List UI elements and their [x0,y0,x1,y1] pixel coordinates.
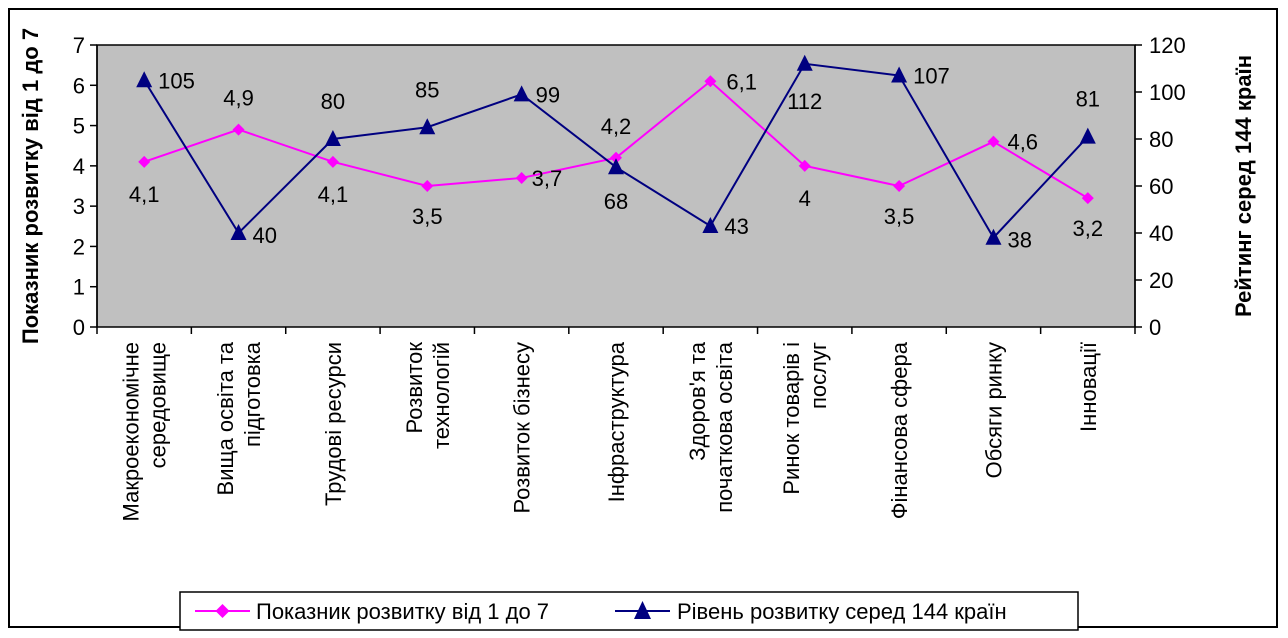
data-label-pokaznyk: 6,1 [726,69,757,94]
category-label: Інновації [1076,342,1101,432]
data-label-pokaznyk: 3,5 [884,204,915,229]
left-tick-label: 3 [73,194,85,219]
right-axis-title: Рейтинг серед 144 країн [1231,55,1256,317]
data-point-riven [702,216,719,233]
data-point-riven [136,71,153,88]
right-tick-label: 0 [1149,315,1161,340]
category-label: Трудові ресурси [321,342,346,506]
right-tick-label: 40 [1149,221,1173,246]
right-tick-label: 120 [1149,33,1186,58]
category-label: технологій [429,342,454,449]
data-label-pokaznyk: 4 [799,186,811,211]
left-axis-title: Показник розвитку від 1 до 7 [18,28,43,344]
legend-marker-riven [634,601,651,619]
left-tick-label: 4 [73,154,85,179]
right-y-axis: 0 20 40 60 80 100 120 [1134,33,1186,340]
right-tick-label: 60 [1149,174,1173,199]
right-tick-label: 80 [1149,127,1173,152]
legend: Показник розвитку від 1 до 7 Рівень розв… [179,591,1079,631]
data-point-riven [1079,127,1096,144]
data-point-pokaznyk [326,155,339,168]
data-label-pokaznyk: 4,1 [129,182,160,207]
left-tick-label: 6 [73,73,85,98]
data-point-riven [985,228,1002,245]
data-point-pokaznyk [421,180,434,192]
data-label-riven: 99 [536,82,560,107]
left-tick-label: 7 [73,33,85,58]
data-label-riven: 43 [724,214,748,239]
left-tick-label: 2 [73,234,85,259]
category-label: підготовка [240,341,265,447]
data-label-pokaznyk: 3,5 [412,204,443,229]
category-label: Інфраструктура [604,341,629,502]
category-label: початкова освіта [712,341,737,512]
legend-label-pokaznyk: Показник розвитку від 1 до 7 [256,599,549,624]
left-tick-label: 5 [73,114,85,139]
data-label-riven: 85 [415,77,439,102]
data-point-riven [419,118,436,135]
category-label: середовище [146,342,171,468]
data-point-pokaznyk [138,155,151,168]
data-point-pokaznyk [893,180,906,192]
data-point-pokaznyk [1081,192,1094,205]
data-label-riven: 107 [913,64,950,89]
x-axis: Макроекономічне середовище Вища освіта та п… [96,327,1136,522]
right-tick-label: 100 [1149,80,1186,105]
right-tick-label: 20 [1149,268,1173,293]
category-label: Ринок товарів і [779,342,804,495]
data-point-pokaznyk [704,75,717,88]
plot-area [96,44,1136,328]
data-point-riven [513,85,530,102]
data-point-riven [891,66,908,83]
category-label: Розвиток бізнесу [510,342,535,514]
category-label: Макроекономічне [119,342,144,522]
data-label-riven: 112 [787,89,822,114]
data-label-pokaznyk: 4,6 [1007,130,1038,155]
data-label-riven: 68 [604,189,628,214]
data-label-pokaznyk: 3,7 [532,166,563,191]
data-label-riven: 81 [1076,87,1100,112]
category-label: послуг [806,342,831,409]
data-label-riven: 40 [253,223,277,248]
data-point-pokaznyk [798,159,811,172]
legend-label-riven: Рівень розвитку серед 144 країн [677,599,1007,624]
data-label-pokaznyk: 4,1 [318,182,349,207]
data-point-riven [608,158,624,175]
data-point-pokaznyk [232,123,245,136]
left-tick-label: 1 [73,275,85,300]
left-tick-label: 0 [73,315,85,340]
data-point-pokaznyk [987,135,1000,148]
data-point-pokaznyk [610,151,622,164]
data-label-riven: 105 [158,68,195,93]
data-point-riven [324,130,341,146]
category-label: Обсяги ринку [981,342,1006,478]
category-label: Вища освіта та [213,341,238,495]
legend-marker-pokaznyk [215,604,230,618]
left-y-axis: 0 1 2 3 4 5 6 7 [73,33,98,340]
category-label: Фінансова сфера [887,341,912,519]
data-point-riven [796,54,813,71]
data-label-pokaznyk: 4,2 [601,114,632,139]
data-point-pokaznyk [515,171,528,184]
data-label-riven: 80 [321,89,345,114]
category-label: Розвиток [402,342,427,434]
data-label-riven: 38 [1007,228,1031,253]
data-label-pokaznyk: 3,2 [1073,216,1104,241]
data-point-riven [230,224,247,240]
data-labels: 4,1 4,9 4,1 3,5 3,7 4,2 6,1 4 3,5 4,6 3,2 105 40 80 85… [129,64,1103,253]
category-label: Здоров'я та [685,341,710,461]
data-label-pokaznyk: 4,9 [223,86,254,111]
series-layer [136,54,1096,245]
